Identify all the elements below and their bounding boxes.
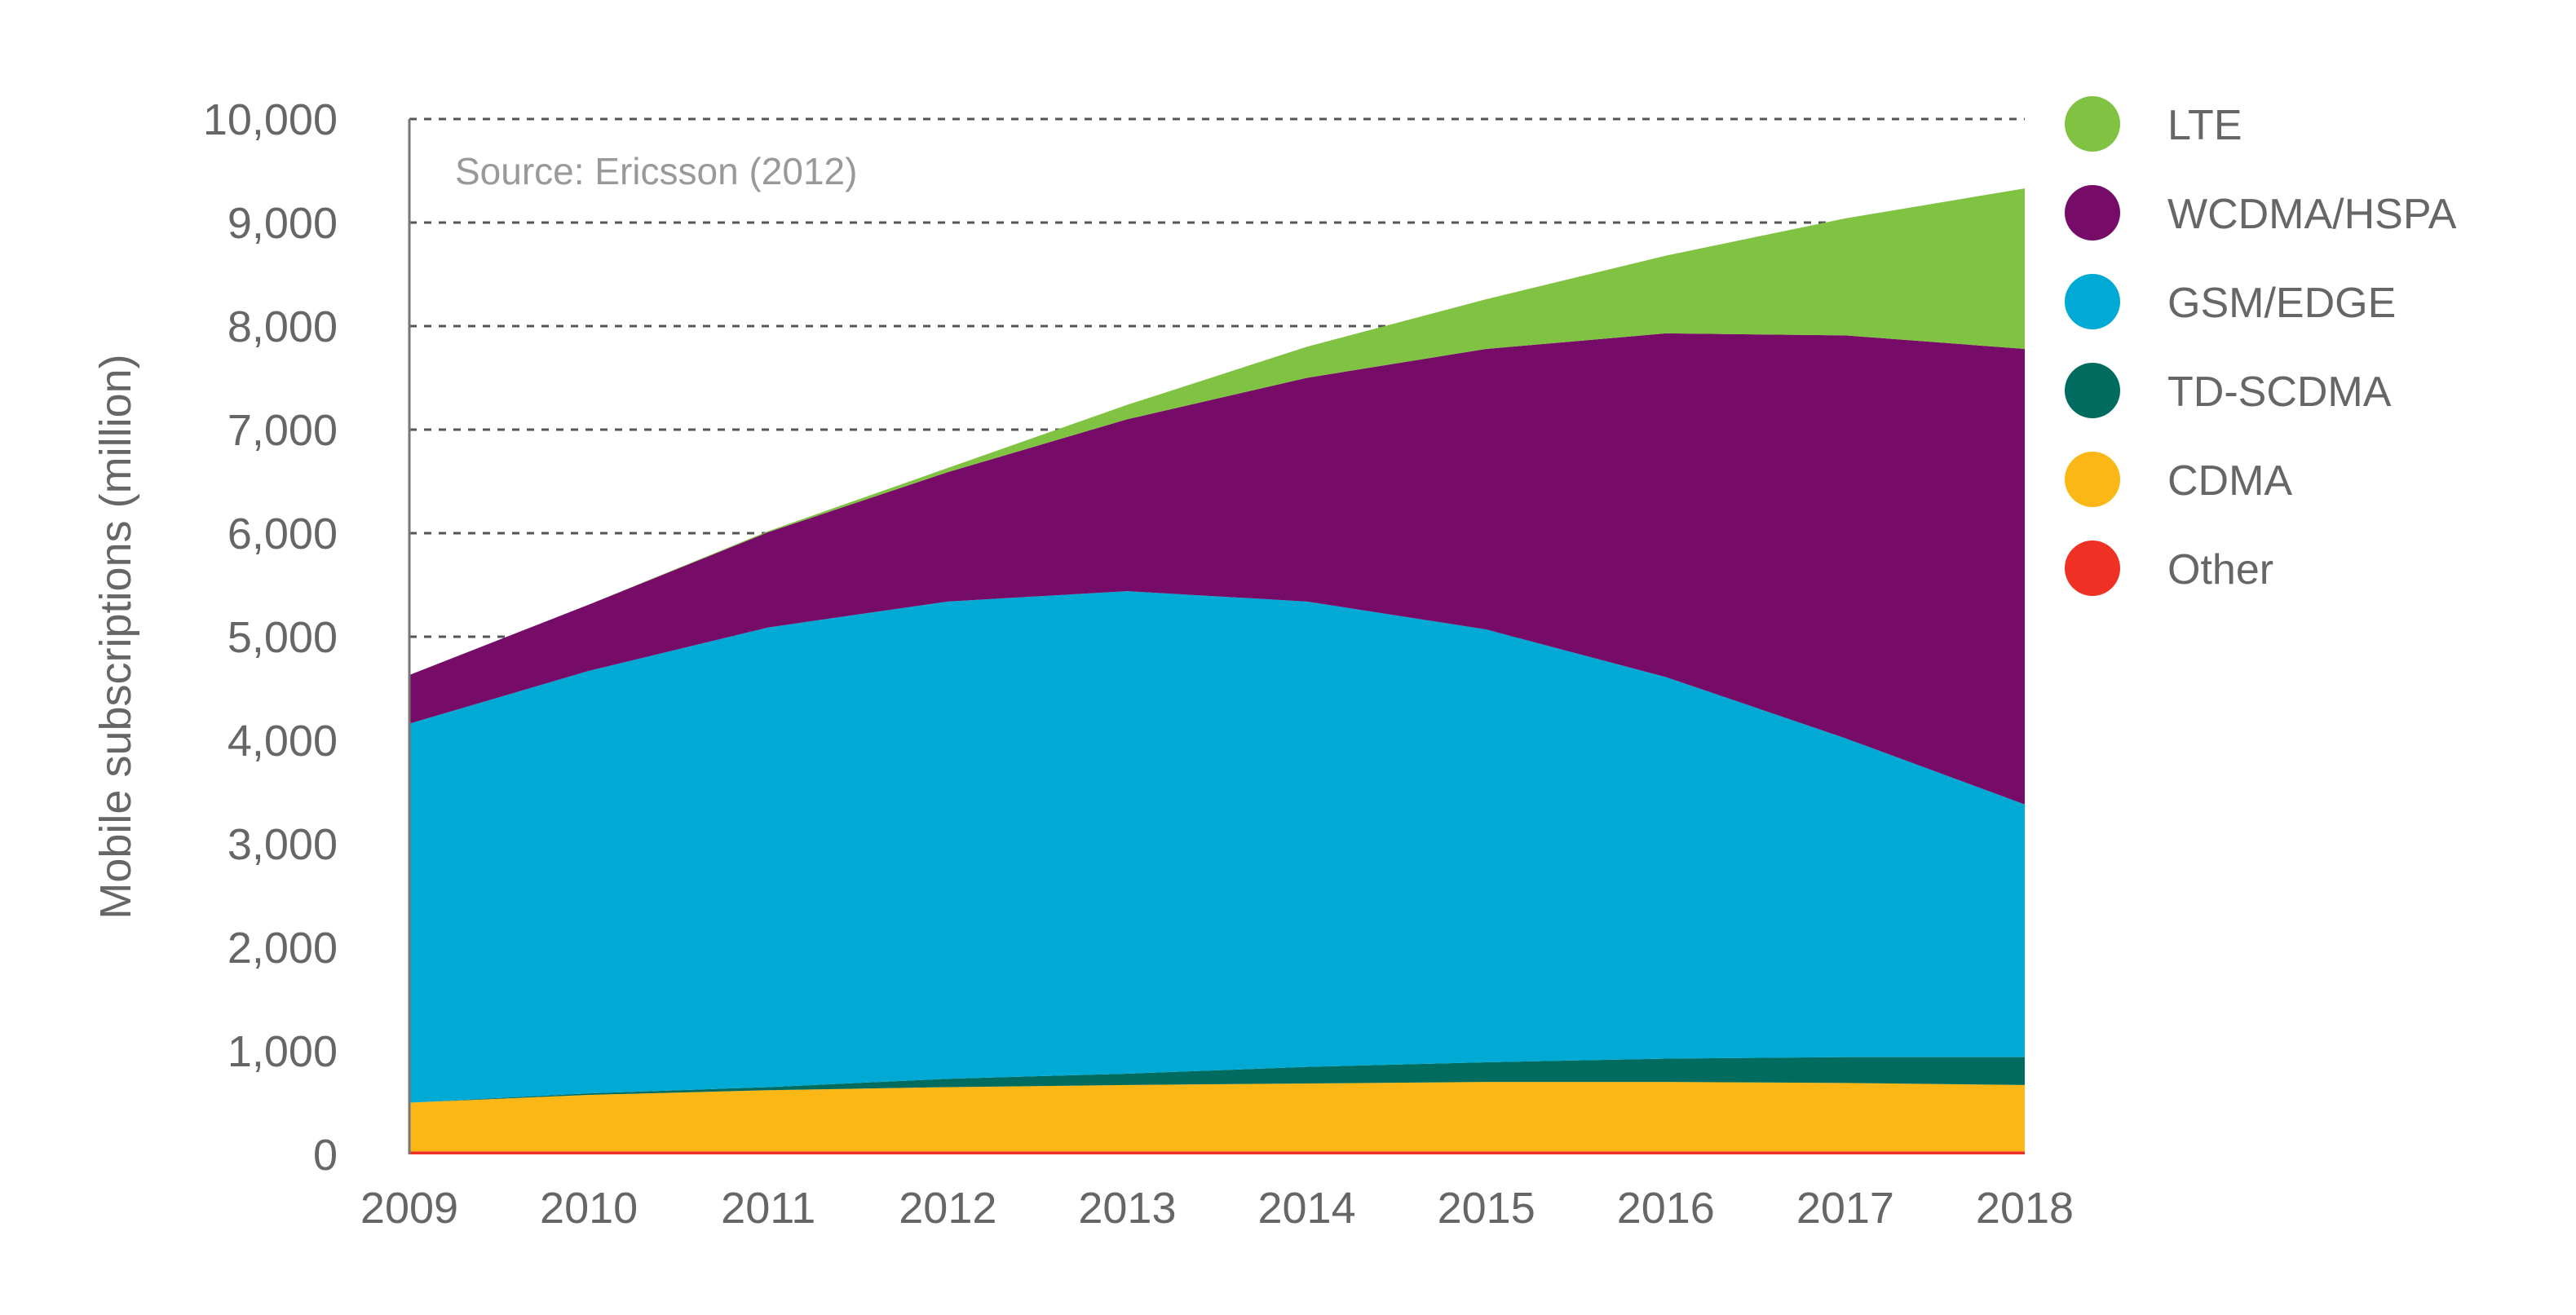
y-axis-label: Mobile subscriptions (million) bbox=[91, 354, 140, 919]
area-gsm-edge bbox=[409, 591, 2025, 1103]
y-tick-label: 9,000 bbox=[228, 199, 338, 248]
legend-label-other: Other bbox=[2167, 546, 2273, 594]
y-tick-label: 5,000 bbox=[228, 613, 338, 662]
legend-swatch-cdma bbox=[2065, 452, 2120, 507]
x-tick-label: 2010 bbox=[540, 1184, 638, 1233]
legend-swatch-wcdma-hspa bbox=[2065, 185, 2120, 240]
area-cdma bbox=[409, 1082, 2025, 1152]
x-tick-label: 2013 bbox=[1078, 1184, 1176, 1233]
y-tick-label: 2,000 bbox=[228, 924, 338, 973]
legend-label-td-scdma: TD-SCDMA bbox=[2167, 368, 2392, 416]
y-tick-label: 3,000 bbox=[228, 820, 338, 869]
legend-swatch-gsm-edge bbox=[2065, 274, 2120, 329]
x-tick-label: 2014 bbox=[1257, 1184, 1355, 1233]
y-tick-label: 1,000 bbox=[228, 1027, 338, 1076]
legend-swatch-td-scdma bbox=[2065, 363, 2120, 418]
x-tick-label: 2012 bbox=[899, 1184, 996, 1233]
y-tick-label: 10,000 bbox=[203, 95, 338, 144]
x-tick-label: 2016 bbox=[1617, 1184, 1715, 1233]
x-tick-label: 2018 bbox=[1976, 1184, 2074, 1233]
x-tick-labels: 2009 2010 2011 2012 2013 2014 2015 2016 2017 2018 bbox=[360, 1184, 2074, 1233]
area-td-scdma bbox=[409, 1057, 2025, 1103]
y-tick-labels: 0 1,000 2,000 3,000 4,000 5,000 6,000 7,000 8,00… bbox=[203, 95, 338, 1180]
legend-swatch-lte bbox=[2065, 96, 2120, 152]
y-tick-label: 4,000 bbox=[228, 717, 338, 766]
legend: LTE WCDMA/HSPA GSM/EDGE TD-SCDMA CDMA Other bbox=[2065, 96, 2457, 596]
x-tick-label: 2015 bbox=[1438, 1184, 1535, 1233]
legend-label-cdma: CDMA bbox=[2167, 457, 2292, 505]
x-tick-label: 2009 bbox=[360, 1184, 458, 1233]
y-tick-label: 0 bbox=[313, 1131, 338, 1180]
areas bbox=[409, 188, 2025, 1154]
legend-label-wcdma-hspa: WCDMA/HSPA bbox=[2167, 191, 2457, 238]
legend-label-gsm-edge: GSM/EDGE bbox=[2167, 280, 2396, 327]
y-tick-label: 8,000 bbox=[228, 302, 338, 351]
area-wcdma-hspa bbox=[409, 333, 2025, 805]
y-tick-label: 7,000 bbox=[228, 406, 338, 455]
legend-swatch-other bbox=[2065, 541, 2120, 596]
area-lte bbox=[409, 188, 2025, 675]
area-other bbox=[409, 1151, 2025, 1154]
x-tick-label: 2011 bbox=[721, 1184, 815, 1233]
legend-label-lte: LTE bbox=[2167, 102, 2242, 149]
y-tick-label: 6,000 bbox=[228, 510, 338, 558]
x-tick-label: 2017 bbox=[1796, 1184, 1894, 1233]
source-annotation: Source: Ericsson (2012) bbox=[455, 150, 857, 192]
